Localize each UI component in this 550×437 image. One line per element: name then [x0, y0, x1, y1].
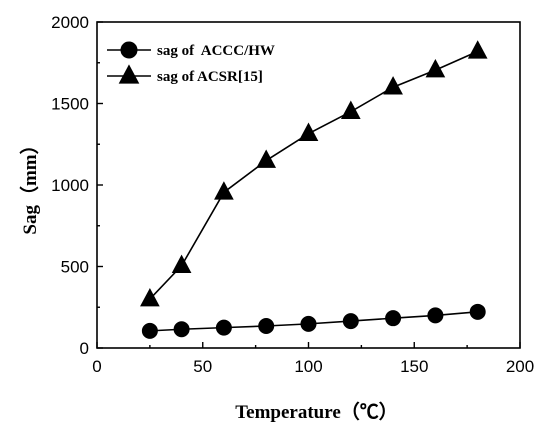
data-point-triangle: [256, 149, 277, 168]
x-tick-label: 200: [506, 357, 534, 376]
data-point-circle: [427, 307, 444, 324]
legend-entry: sag of ACCC/HW: [107, 41, 275, 59]
legend-label: sag of ACCC/HW: [157, 43, 275, 59]
x-tick-label: 100: [294, 357, 322, 376]
x-tick-label: 50: [193, 357, 212, 376]
data-point-circle: [342, 313, 359, 330]
data-point-triangle: [171, 254, 192, 273]
data-point-circle: [215, 319, 232, 336]
legend-label: sag of ACSR[15]: [157, 69, 263, 85]
legend-marker-triangle: [118, 64, 140, 84]
data-point-circle: [469, 303, 486, 320]
data-point-circle: [300, 315, 317, 332]
data-point-circle: [258, 317, 275, 334]
series-accc-hw: [141, 303, 486, 339]
x-axis-title: Temperature（℃）: [235, 400, 398, 423]
series-layer: [140, 40, 488, 339]
y-tick-label: 2000: [51, 13, 89, 32]
series-acsr: [140, 40, 488, 307]
x-tick-label: 150: [400, 357, 428, 376]
data-point-triangle: [298, 122, 319, 141]
y-tick-label: 1000: [51, 176, 89, 195]
legend: sag of ACCC/HW sag of ACSR[15]: [107, 41, 275, 85]
y-tick-label: 1500: [51, 95, 89, 114]
data-point-triangle: [340, 100, 361, 119]
y-tick-label: 0: [80, 339, 89, 358]
data-point-triangle: [214, 181, 234, 200]
data-point-triangle: [383, 76, 403, 95]
legend-marker-circle: [120, 41, 138, 59]
legend-entry: sag of ACSR[15]: [107, 64, 263, 85]
data-point-circle: [173, 321, 190, 338]
data-point-triangle: [467, 40, 488, 59]
data-point-triangle: [140, 287, 160, 307]
data-point-circle: [385, 310, 402, 327]
data-point-triangle: [425, 58, 446, 78]
y-tick-label: 500: [61, 258, 89, 277]
data-point-circle: [141, 322, 158, 339]
y-axis-title: Sag（mm）: [18, 135, 41, 234]
x-tick-label: 0: [92, 357, 101, 376]
series-line: [149, 50, 479, 300]
